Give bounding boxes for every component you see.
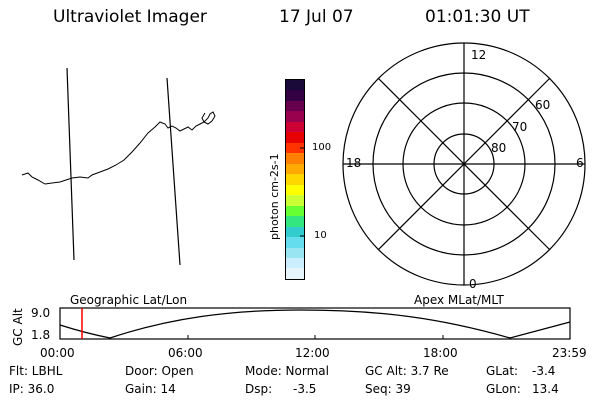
map-line-left (66, 67, 75, 261)
x-tick-2359: 23:59 (552, 346, 587, 360)
x-tick-1800: 18:00 (423, 346, 458, 360)
date-label: 17 Jul 07 (279, 7, 354, 27)
polar-label-70: 70 (512, 120, 528, 134)
gc-alt-info: GC Alt: 3.7 Re (365, 364, 449, 378)
x-tick-0000: 00:00 (40, 346, 75, 360)
colorbar (285, 79, 305, 280)
colorbar-segment (286, 132, 304, 143)
time-label: 01:01:30 UT (425, 7, 530, 27)
colorbar-segment (286, 174, 304, 185)
colorbar-segment (286, 111, 304, 122)
colorbar-tick-10: 10 (314, 230, 327, 241)
colorbar-segment (286, 90, 304, 101)
colorbar-segment (286, 247, 304, 258)
colorbar-segment (286, 80, 304, 91)
seq-info: Seq: 39 (365, 382, 411, 396)
altitude-curve (59, 309, 571, 339)
colorbar-segment (286, 100, 304, 112)
mode-info: Mode: Normal (245, 364, 329, 378)
door-info: Door: Open (125, 364, 194, 378)
instrument-title: Ultraviolet Imager (53, 7, 207, 27)
colorbar-segment (286, 121, 304, 133)
dsp-value: -3.5 (293, 382, 317, 396)
colorbar-segment (286, 257, 304, 269)
ip-info: IP: 36.0 (9, 382, 55, 396)
colorbar-segment (286, 237, 304, 248)
colorbar-tick-100: 100 (312, 142, 332, 153)
glat-value: -3.4 (532, 364, 556, 378)
apex-label: Apex MLat/MLT (414, 293, 504, 307)
polar-label-6: 6 (576, 156, 584, 170)
dsp-label: Dsp: (245, 382, 273, 396)
colorbar-segment (286, 226, 304, 238)
glon-label: GLon: (486, 382, 521, 396)
glon-value: 13.4 (532, 382, 559, 396)
geographic-label: Geographic Lat/Lon (70, 293, 188, 307)
x-tick-1200: 12:00 (295, 346, 330, 360)
colorbar-segment (286, 216, 304, 227)
colorbar-segment (286, 153, 304, 164)
polar-label-12: 12 (471, 48, 487, 62)
polar-label-60: 60 (535, 98, 551, 112)
y-tick-9: 9.0 (31, 306, 51, 320)
gain-info: Gain: 14 (125, 382, 176, 396)
flt-info: Flt: LBHL (9, 364, 63, 378)
colorbar-segment (286, 205, 304, 217)
polar-label-80: 80 (491, 141, 507, 155)
x-tick-0600: 06:00 (168, 346, 203, 360)
polar-label-0: 0 (469, 277, 477, 291)
strip-frame (59, 307, 571, 340)
y-tick-1-8: 1.8 (31, 328, 51, 342)
colorbar-segment (286, 195, 304, 206)
polar-label-18: 18 (346, 156, 362, 170)
glat-label: GLat: (486, 364, 519, 378)
colorbar-segment (286, 163, 304, 175)
map-line-right (166, 77, 181, 266)
colorbar-segment (286, 268, 304, 279)
colorbar-segment (286, 142, 304, 154)
colorbar-segment (286, 184, 304, 196)
polar-diagonal-2 (377, 77, 551, 251)
coastline (21, 111, 216, 185)
